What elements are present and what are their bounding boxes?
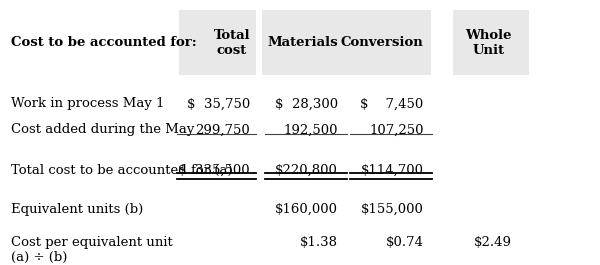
Text: $  28,300: $ 28,300 — [275, 98, 338, 111]
FancyBboxPatch shape — [262, 10, 350, 75]
Text: $2.49: $2.49 — [473, 236, 512, 249]
Text: Conversion: Conversion — [341, 36, 424, 49]
Text: Materials: Materials — [268, 36, 338, 49]
Text: Work in process May 1: Work in process May 1 — [11, 98, 164, 111]
FancyBboxPatch shape — [179, 10, 256, 75]
Text: 107,250: 107,250 — [369, 123, 424, 136]
Text: $  35,750: $ 35,750 — [187, 98, 250, 111]
Text: Total cost to be accounted for (a): Total cost to be accounted for (a) — [11, 164, 232, 177]
FancyBboxPatch shape — [453, 10, 529, 75]
Text: Whole
Unit: Whole Unit — [465, 29, 512, 57]
Text: $    7,450: $ 7,450 — [360, 98, 424, 111]
Text: Total
cost: Total cost — [214, 29, 250, 57]
FancyBboxPatch shape — [343, 10, 431, 75]
Text: 192,500: 192,500 — [284, 123, 338, 136]
Text: $114,700: $114,700 — [361, 164, 424, 177]
Text: $160,000: $160,000 — [275, 203, 338, 216]
Text: $155,000: $155,000 — [361, 203, 424, 216]
Text: 299,750: 299,750 — [195, 123, 250, 136]
Text: Cost added during the May: Cost added during the May — [11, 123, 194, 136]
Text: $0.74: $0.74 — [385, 236, 424, 249]
Text: $220,800: $220,800 — [275, 164, 338, 177]
Text: Cost per equivalent unit
(a) ÷ (b): Cost per equivalent unit (a) ÷ (b) — [11, 236, 172, 264]
Text: Cost to be accounted for:: Cost to be accounted for: — [11, 36, 196, 49]
Text: $  335,500: $ 335,500 — [178, 164, 250, 177]
Text: $1.38: $1.38 — [300, 236, 338, 249]
Text: Equivalent units (b): Equivalent units (b) — [11, 203, 143, 216]
